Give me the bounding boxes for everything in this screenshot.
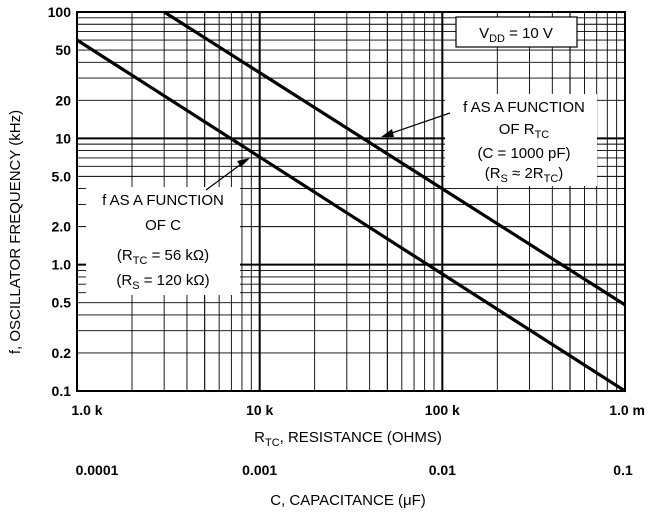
svg-text:OF RTC: OF RTC	[499, 121, 550, 141]
y-tick-label: 1.0	[52, 257, 72, 273]
y-tick-label: 50	[55, 42, 71, 58]
x-tick-labels: 1.0 k 10 k 100 k 1.0 m	[71, 402, 645, 418]
x-axis-title-rest: , RESISTANCE (OHMS)	[280, 429, 442, 446]
r-anno-arrowhead	[381, 129, 394, 137]
x-axis-title-main: R	[254, 429, 265, 446]
y-axis-title: f, OSCILLATOR FREQUENCY (kHz)	[7, 110, 24, 354]
y-tick-labels: 100 50 20 10 5.0 2.0 1.0 0.5 0.2 0.1	[48, 4, 72, 399]
series-line-c-function	[76, 38, 626, 393]
capacitance-tick-label: 0.001	[242, 462, 277, 478]
x-tick-label: 10 k	[246, 402, 273, 418]
y-tick-label: 0.1	[52, 383, 72, 399]
vdd-annotation: VDD = 10 V	[455, 16, 578, 48]
y-tick-label: 0.5	[52, 295, 72, 311]
y-tick-label: 20	[55, 92, 71, 108]
c-anno-line4-sub: S	[132, 280, 139, 292]
y-tick-label: 10	[55, 130, 71, 146]
r-anno-line1: f AS A FUNCTION	[463, 99, 585, 116]
c-anno-line2: OF C	[145, 217, 181, 234]
capacitance-tick-labels: 0.0001 0.001 0.01 0.1	[76, 462, 633, 478]
r-anno-line2-main: OF R	[499, 121, 535, 138]
y-tick-label: 2.0	[52, 219, 72, 235]
series-layer	[76, 10, 626, 393]
c-anno-arrow	[205, 161, 245, 191]
svg-text:(RS = 120 kΩ): (RS = 120 kΩ)	[116, 272, 209, 292]
c-anno-line1: f AS A FUNCTION	[102, 192, 224, 209]
c-anno-line4-pre: (R	[116, 272, 132, 289]
y-tick-label: 100	[48, 4, 72, 20]
r-anno-line4-post: )	[558, 165, 563, 182]
c-anno-line4-post: = 120 kΩ)	[140, 272, 210, 289]
svg-text:(RTC = 56 kΩ): (RTC = 56 kΩ)	[117, 247, 209, 267]
svg-text:(RS ≈ 2RTC): (RS ≈ 2RTC)	[485, 165, 564, 185]
r-anno-line4-sub1: S	[501, 173, 508, 185]
x-axis-title-sub: TC	[265, 437, 280, 449]
vdd-sub: DD	[489, 33, 505, 45]
y-tick-label: 0.2	[52, 345, 72, 361]
r-anno-line4-mid: ≈ 2R	[508, 165, 544, 182]
r-anno-line4-pre: (R	[485, 165, 501, 182]
r-anno-line3: (C = 1000 pF)	[478, 145, 571, 162]
capacitance-tick-label: 0.1	[613, 462, 633, 478]
c-function-annotation: f AS A FUNCTION OF C (RTC = 56 kΩ) (RS =…	[86, 158, 250, 295]
vdd-main: V	[479, 25, 489, 42]
capacitance-tick-label: 0.01	[429, 462, 456, 478]
r-anno-line2-sub: TC	[535, 129, 550, 141]
svg-text:VDD = 10 V: VDD = 10 V	[479, 25, 553, 45]
r-anno-line4-sub2: TC	[544, 173, 559, 185]
r-function-annotation: f AS A FUNCTION OF RTC (C = 1000 pF) (RS…	[381, 94, 597, 186]
x-axis-title: RTC, RESISTANCE (OHMS)	[254, 429, 442, 449]
vdd-rest: = 10 V	[505, 25, 553, 42]
plot-frame	[76, 11, 626, 392]
x-tick-label: 100 k	[425, 402, 460, 418]
capacitance-tick-label: 0.0001	[76, 462, 119, 478]
x-tick-label: 1.0 m	[609, 402, 645, 418]
capacitance-axis-title: C, CAPACITANCE (μF)	[270, 492, 426, 509]
c-anno-line3-post: = 56 kΩ)	[147, 247, 209, 264]
c-anno-arrowhead	[237, 158, 250, 167]
r-anno-arrow	[385, 112, 451, 136]
c-anno-line3-sub: TC	[133, 255, 148, 267]
c-anno-line3-pre: (R	[117, 247, 133, 264]
y-tick-label: 5.0	[52, 168, 72, 184]
x-tick-label: 1.0 k	[71, 402, 102, 418]
series-line-r-function	[163, 10, 626, 307]
